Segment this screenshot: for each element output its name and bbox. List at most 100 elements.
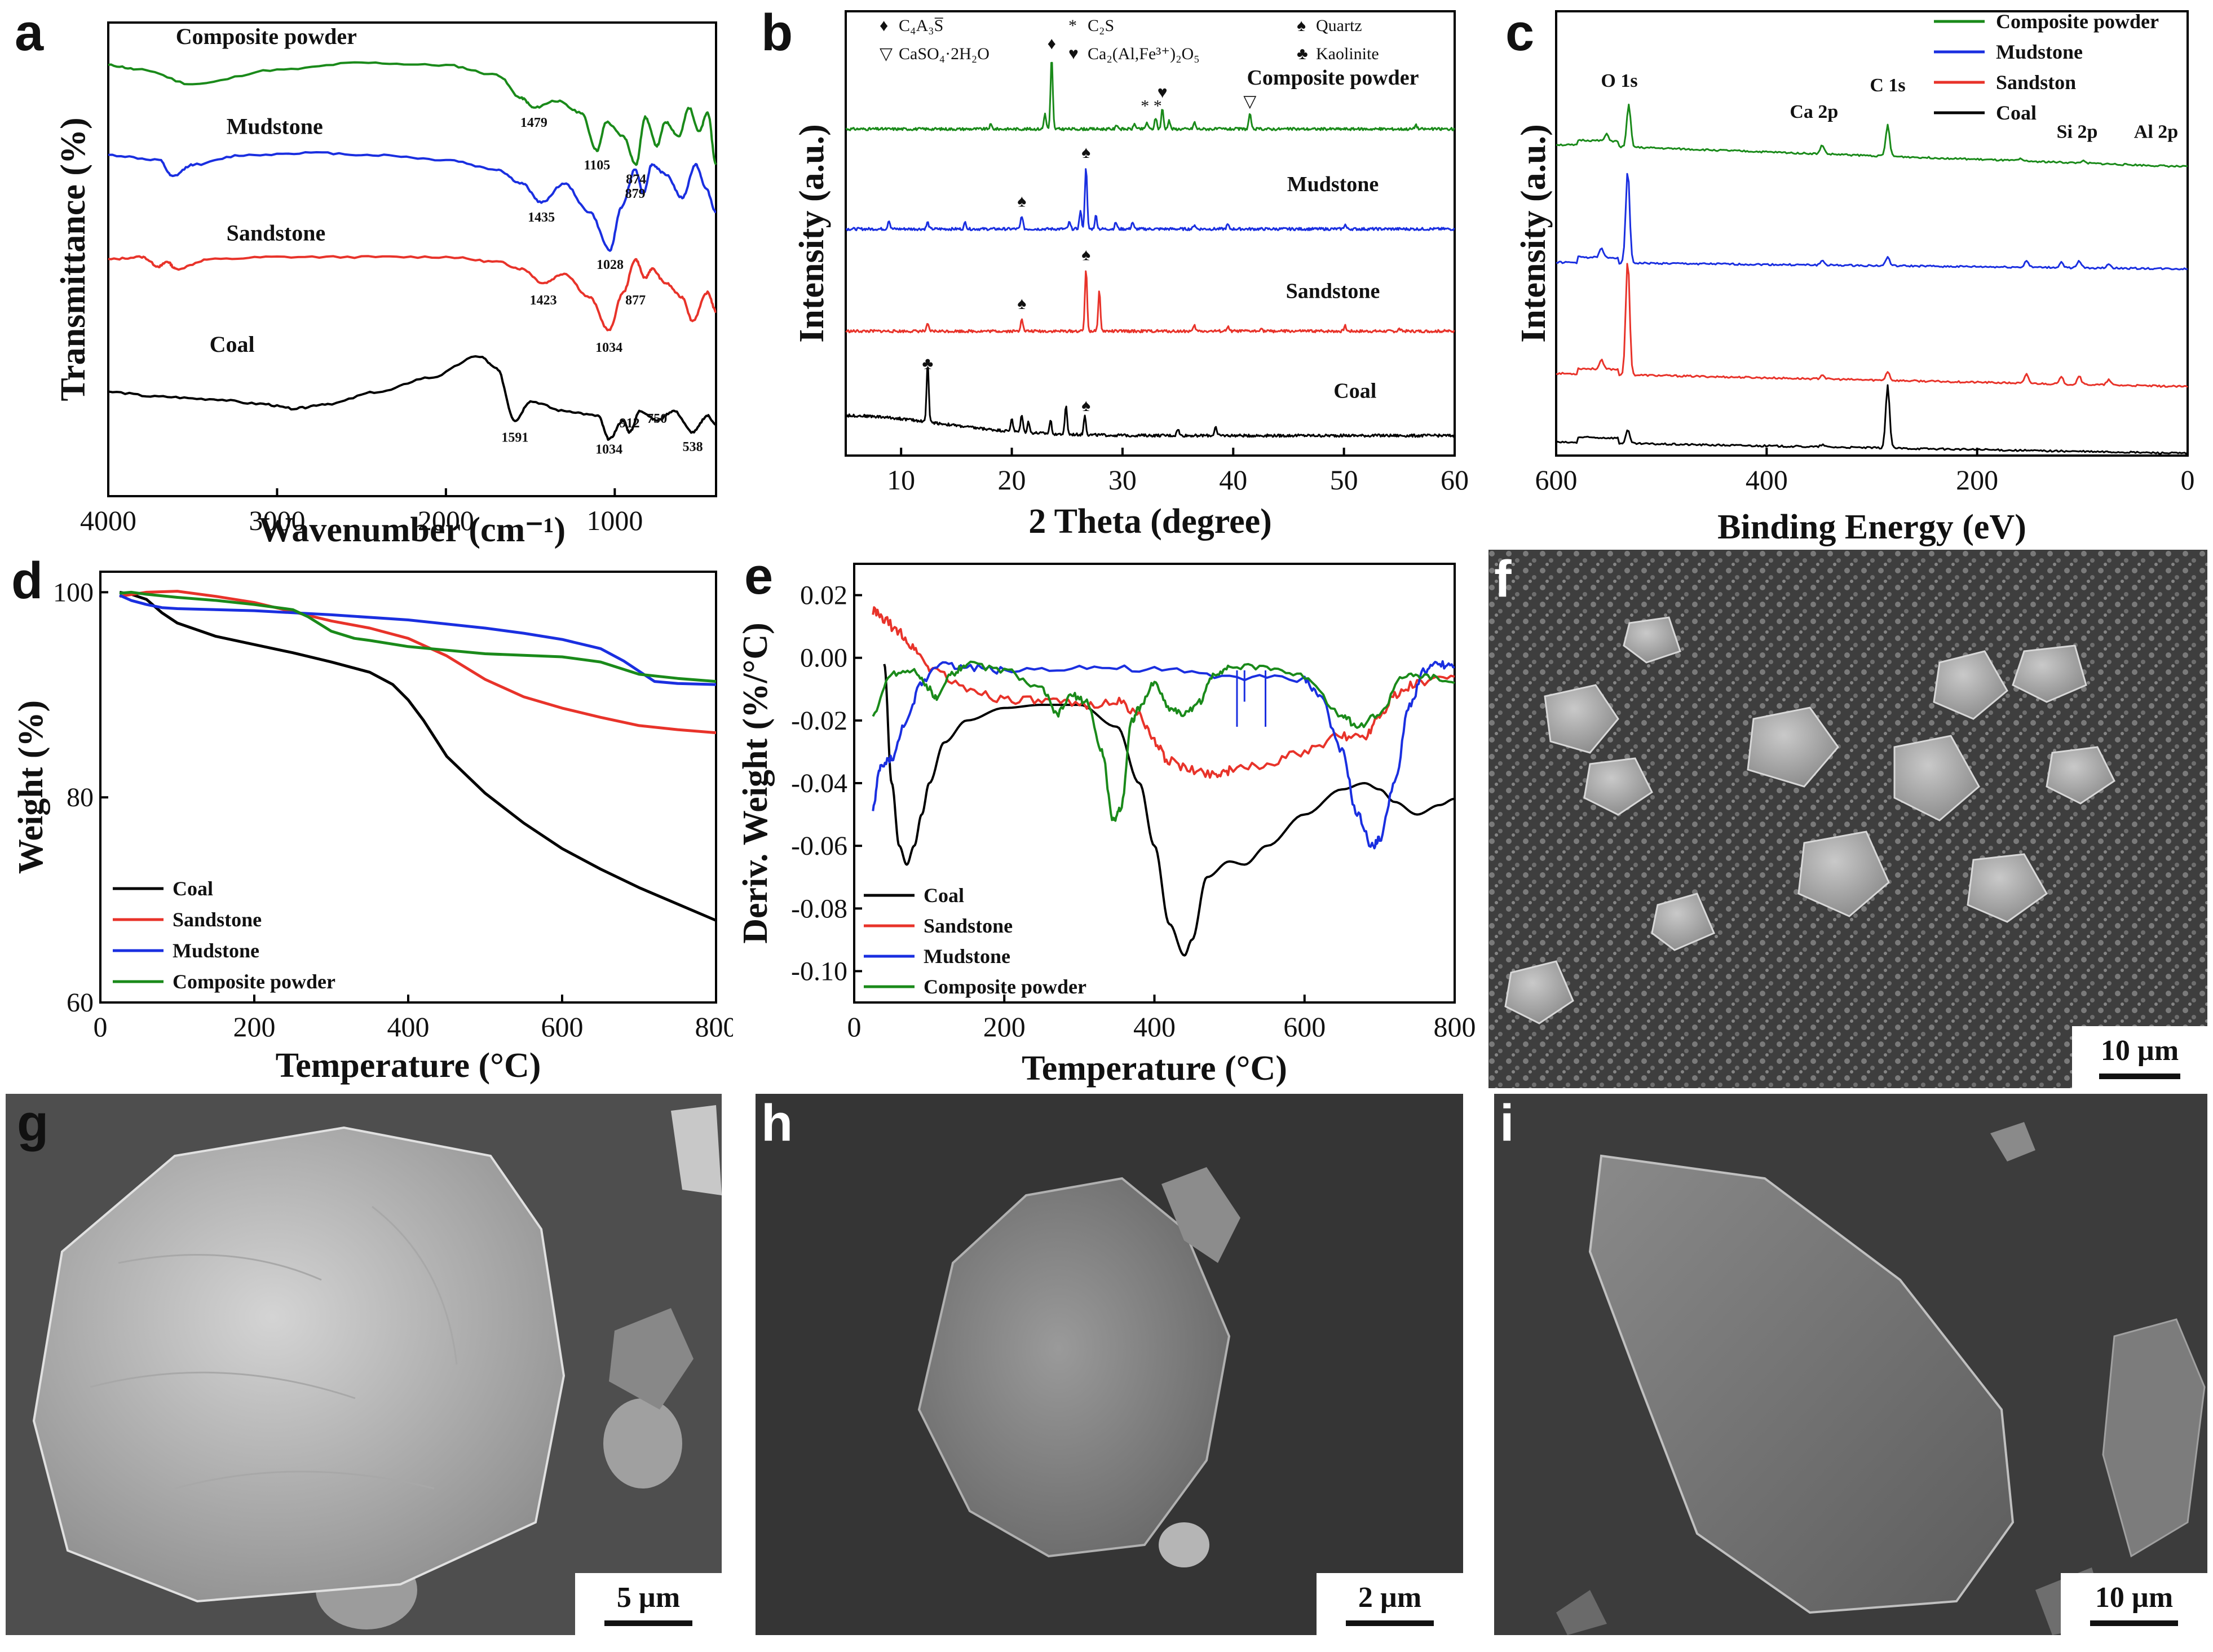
x-tick-label: 1000 [586,505,643,536]
peak-label: 750 [647,412,667,426]
scale-label-g: 5 µm [616,1582,681,1614]
peak-label: 1435 [528,210,555,225]
y-tick-label: -0.08 [791,894,847,924]
element-label: O 1s [1601,70,1637,91]
x-axis-label: Binding Energy (eV) [1717,508,2026,546]
peak-label: 874 [626,173,646,187]
xps-line-composite-powder [1556,103,2188,168]
x-tick-label: 10 [887,464,915,496]
phase-marker: ♣ [922,354,933,373]
panel-e-dtg: e 0 200 400 600 800 0.02 0.00 -0.02 -0.04 -0.06 -0… [733,547,1488,1088]
sem-image-h: 2 µm h [756,1094,1463,1635]
sem-image-g: 5 µm g [6,1094,722,1635]
phase-marker: ▽ [1243,92,1256,111]
x-tick-label: 600 [1535,464,1578,496]
panel-letter-c: c [1505,4,1535,61]
series-label: Mudstone [1287,173,1379,196]
legend-text: Ca₂(Al,Fe³⁺)₂O₅ [1088,45,1200,63]
legend-symbol: ♣ [1297,45,1308,63]
legend-text: Sandstone [924,915,1013,937]
sem-image-i: 10 µm i [1494,1094,2207,1635]
xrd-chart: 10 20 30 40 50 60 2 Theta (degree) Intensity (a… [793,10,1469,541]
phase-marker: ♠ [1017,192,1026,211]
x-tick-label: 0 [847,1011,862,1043]
legend-text: C₄A₃S̅ [899,16,943,35]
legend-text: CaSO₄·2H₂O [899,45,990,63]
xrd-line-sandstone [845,270,1455,334]
plot-frame [845,10,1456,457]
panel-b-xrd: b 10 20 30 40 50 60 2 Theta (degree) Intensity … [744,0,1477,550]
legend-text: Sandston [1996,71,2076,94]
peak-label: 538 [683,440,703,454]
dtg-line-sandstone [872,606,1455,779]
panel-letter-g: g [17,1094,49,1152]
legend-symbol: ♦ [880,16,888,35]
scale-bar-g: 5 µm [575,1573,722,1635]
legend-symbol: * [1068,16,1077,35]
y-tick-label: 100 [53,577,94,607]
tga-line-sandstone [119,590,717,735]
y-tick-label: -0.06 [791,831,847,861]
x-axis-label: Temperature (°C) [276,1046,541,1085]
x-tick-label: 400 [1133,1011,1176,1043]
x-tick-label: 3000 [249,505,305,536]
legend-text: Composite powder [173,970,335,993]
y-tick-label: -0.10 [791,956,847,986]
peak-label: 1591 [501,430,528,445]
series-label: Composite powder [176,24,357,49]
series-label: Coal [210,332,255,357]
x-tick-label: 200 [233,1011,276,1043]
legend-symbol: ♠ [1297,16,1306,35]
scale-label-f: 10 µm [2100,1035,2179,1067]
ftir-line-coal [108,355,717,441]
panel-letter-h: h [761,1094,793,1152]
y-tick-label: -0.04 [791,768,847,798]
tga-line-composite-powder [119,590,717,683]
panel-letter-a: a [15,4,44,61]
peak-label: 879 [625,187,646,201]
series-label: Sandstone [227,220,326,245]
dtg-line-mudstone [872,660,1455,850]
peak-label: 1479 [520,116,547,130]
y-tick-label: 0.00 [800,643,847,673]
scale-bar-h: 2 µm [1317,1573,1463,1635]
peak-label: 1105 [584,158,611,173]
sem-particle-h [917,1167,1240,1567]
peak-label: 877 [625,293,646,308]
y-axis-label: Intensity (a.u.) [793,124,831,343]
scale-line-h [1346,1620,1434,1626]
y-axis-label: Deriv. Weight (%/°C) [736,622,775,944]
peak-label: 1034 [595,442,622,457]
x-tick-label: 200 [983,1011,1026,1043]
y-tick-label: -0.02 [791,706,847,736]
series-label: Composite powder [1247,66,1419,90]
legend-text: C₂S [1088,16,1114,35]
ftir-line-mudstone [108,151,717,252]
x-tick-label: 400 [387,1011,430,1043]
ftir-line-sandstone [108,255,717,332]
peak-label: 912 [620,416,640,431]
xrd-line-coal [845,366,1455,438]
legend-text: Composite powder [1996,10,2159,33]
x-tick-label: 20 [998,464,1026,496]
panel-d-tga: d 0 200 400 600 800 60 80 100 Temperature (°C) We… [0,547,737,1088]
panel-c-xps: c 600 400 200 0 Binding Energy (eV) Intensity… [1488,0,2213,550]
xps-line-coal [1556,384,2188,455]
legend-text: Kaolinite [1316,45,1379,63]
x-axis-label: Wavenumber (cm⁻¹) [259,511,566,549]
series-label: Mudstone [227,113,323,139]
tga-chart: 0 200 400 600 800 60 80 100 Temperature (°C) Weig… [12,571,737,1085]
scale-line-g [604,1620,692,1626]
ftir-line-composite-powder [108,61,717,166]
series-label: Sandstone [1286,279,1380,303]
scale-label-i: 10 µm [2095,1582,2174,1614]
sem-particles-f [1488,550,2207,1088]
x-tick-label: 4000 [80,505,136,536]
phase-marker: ♠ [1081,396,1090,415]
xrd-line-composite-powder [845,61,1455,131]
x-tick-label: 200 [1956,464,1998,496]
x-tick-label: 400 [1746,464,1788,496]
legend-symbol: ♥ [1068,45,1079,63]
panel-letter-f: f [1494,550,1512,608]
tga-line-coal [119,590,717,922]
